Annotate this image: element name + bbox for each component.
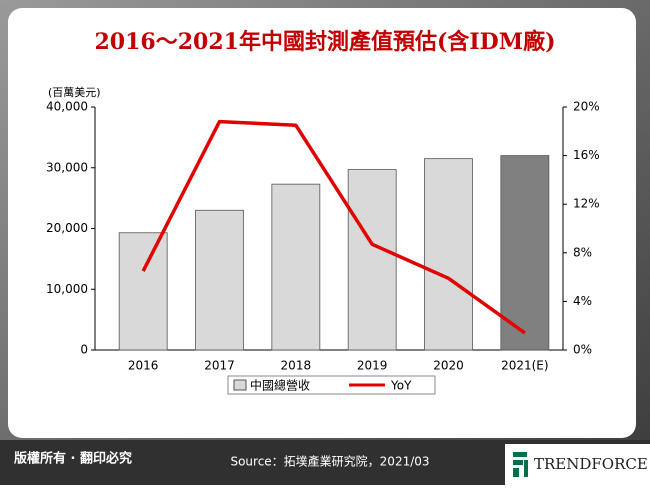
y-tick-label: 20,000 [46, 221, 88, 235]
bar [424, 158, 473, 351]
x-tick-label: 2017 [204, 359, 235, 373]
bar [195, 209, 244, 351]
y-tick-label: 40,000 [46, 100, 88, 114]
line [141, 119, 526, 335]
logo-text: TRENDFORCE [534, 455, 648, 473]
bar [500, 155, 550, 351]
y2-tick-label: 16% [573, 148, 600, 162]
logo-box [505, 444, 650, 485]
legend-swatch [233, 379, 247, 391]
logo-icon [513, 452, 528, 477]
legend-label: YoY [390, 379, 412, 393]
x-tick-label: 2018 [281, 359, 312, 373]
y2-tick-label: 0% [573, 343, 592, 357]
x-tick-label: 2016 [128, 359, 159, 373]
y-axis-label: (百萬美元) [48, 86, 101, 99]
x-tick-label: 2019 [357, 359, 388, 373]
x-tick-label: 2021(E) [501, 359, 548, 373]
y-tick-label: 10,000 [46, 282, 88, 296]
y-tick-label: 30,000 [46, 160, 88, 174]
y2-tick-label: 20% [573, 100, 600, 114]
y2-tick-label: 4% [573, 294, 592, 308]
bar [118, 232, 168, 351]
y2-tick-label: 12% [573, 197, 600, 211]
bar [271, 183, 321, 351]
y-tick-label: 0 [80, 343, 88, 357]
bar [347, 169, 397, 351]
chart-title: 2016～2021年中國封測產值預估(含IDM廠) [94, 29, 555, 55]
legend-box [227, 375, 436, 395]
y2-tick-label: 8% [573, 245, 592, 259]
source: Source：拓墣產業研究院，2021/03 [230, 454, 429, 469]
x-tick-label: 2020 [433, 359, 464, 373]
copyright: 版權所有 · 翻印必究 [14, 451, 132, 467]
legend-label: 中國總營收 [250, 378, 310, 393]
